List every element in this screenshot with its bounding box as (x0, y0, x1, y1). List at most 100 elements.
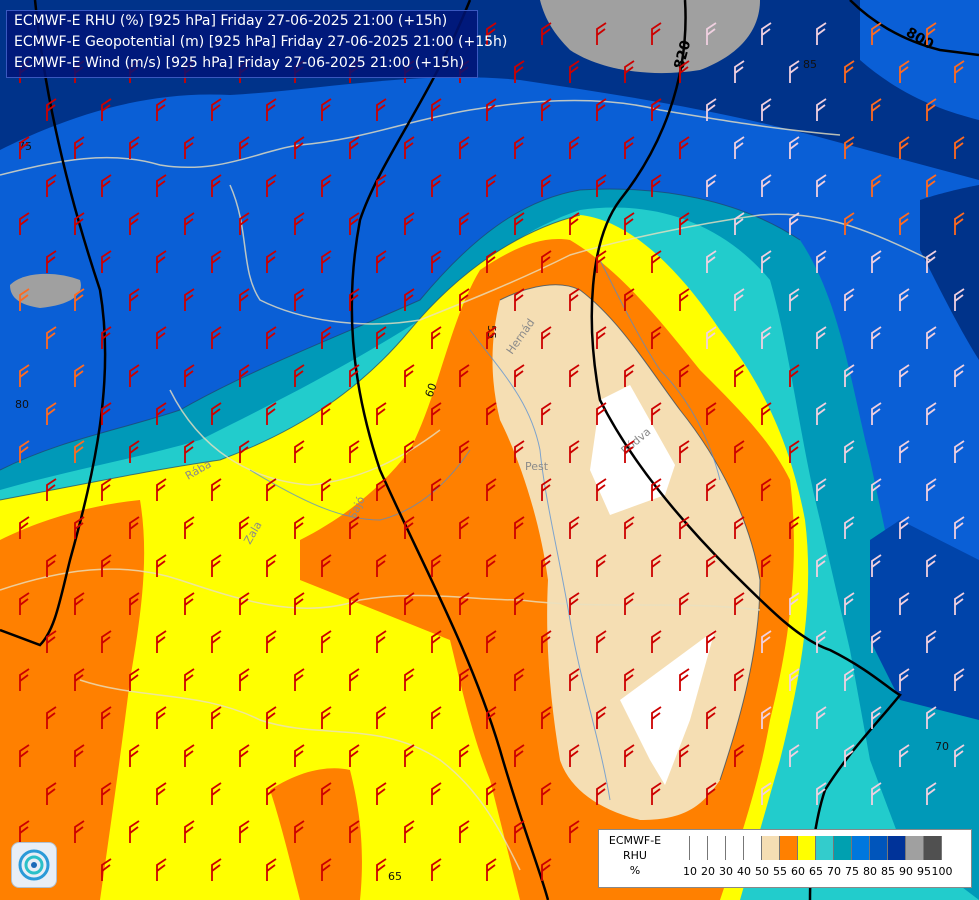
wind-barb (129, 288, 140, 311)
wind-barb (734, 136, 745, 159)
wind-barb (541, 98, 552, 121)
wind-barb (734, 440, 745, 463)
legend-swatch (870, 836, 888, 860)
wind-barb (321, 554, 332, 577)
wind-barb (376, 326, 387, 349)
wind-barb (74, 288, 85, 311)
wind-barb (239, 592, 250, 615)
wind-barb (74, 516, 85, 539)
wind-barb (431, 174, 442, 197)
wind-barb (514, 212, 525, 235)
wind-barb (624, 364, 635, 387)
wind-barb (19, 212, 30, 235)
wind-barb (541, 174, 552, 197)
wind-barb (679, 364, 690, 387)
wind-barb (596, 326, 607, 349)
wind-barb (706, 402, 717, 425)
wind-barb (651, 326, 662, 349)
legend-tick-label: 85 (881, 865, 895, 878)
wind-barb (156, 706, 167, 729)
wind-barb (101, 858, 112, 881)
wind-barb (129, 516, 140, 539)
wind-barb (761, 782, 772, 805)
wind-barb (789, 212, 800, 235)
wind-barb (734, 60, 745, 83)
wind-barb (486, 782, 497, 805)
wind-barb (734, 668, 745, 691)
wind-barb (294, 820, 305, 843)
wind-barb (596, 630, 607, 653)
rhu-band-85-southeast (870, 520, 979, 720)
wind-barb (349, 668, 360, 691)
wind-barb (734, 212, 745, 235)
wind-barb (596, 98, 607, 121)
wind-barb (431, 782, 442, 805)
wind-barb (129, 364, 140, 387)
legend-tick-label: 30 (719, 865, 733, 878)
wind-barb (706, 706, 717, 729)
wind-barb (624, 288, 635, 311)
wind-barb (486, 554, 497, 577)
wind-barb (486, 250, 497, 273)
wind-barb (816, 326, 827, 349)
wind-barb (349, 820, 360, 843)
wind-barb (376, 782, 387, 805)
wind-barb (899, 516, 910, 539)
legend-title-line-2: RHU (623, 849, 647, 862)
wind-barb (239, 212, 250, 235)
wind-barb (239, 820, 250, 843)
legend-swatch (690, 836, 708, 860)
wind-barb (404, 744, 415, 767)
wind-barb (321, 478, 332, 501)
wind-barb (871, 630, 882, 653)
wind-barb (184, 364, 195, 387)
wind-barb (404, 364, 415, 387)
wind-barb (624, 668, 635, 691)
legend-title-line-1: ECMWF-E (608, 834, 662, 847)
wind-barb (816, 22, 827, 45)
wind-barb (239, 668, 250, 691)
wind-barb (211, 174, 222, 197)
wind-barb (239, 136, 250, 159)
wind-barb (569, 516, 580, 539)
wind-barb (129, 820, 140, 843)
wind-barb (706, 250, 717, 273)
wind-barb (789, 440, 800, 463)
wind-barb (706, 174, 717, 197)
legend-swatch (888, 836, 906, 860)
wind-barb (321, 782, 332, 805)
wind-barb (651, 174, 662, 197)
wind-barb (129, 744, 140, 767)
wind-barb (101, 478, 112, 501)
legend-tick-label: 10 (683, 865, 697, 878)
wind-barb (431, 630, 442, 653)
wind-barb (101, 706, 112, 729)
wind-barb (404, 136, 415, 159)
wind-barb (156, 782, 167, 805)
wind-barb (569, 744, 580, 767)
contour-label-85: 85 (803, 58, 817, 71)
wind-barb (321, 326, 332, 349)
wind-barb (431, 706, 442, 729)
wind-barb (789, 516, 800, 539)
wind-barb (679, 592, 690, 615)
wind-barb (404, 592, 415, 615)
wind-barb (899, 288, 910, 311)
rhu-band-50-south (620, 630, 715, 785)
wind-barb (679, 288, 690, 311)
wind-barb (679, 744, 690, 767)
wind-barb (871, 250, 882, 273)
wind-barb (899, 212, 910, 235)
wind-barb (761, 554, 772, 577)
wind-barb (706, 554, 717, 577)
wind-barb (184, 212, 195, 235)
wind-barb (541, 250, 552, 273)
wind-barb (596, 478, 607, 501)
wind-barb (844, 288, 855, 311)
wind-barb (541, 22, 552, 45)
wind-barb (761, 250, 772, 273)
wind-barb (706, 326, 717, 349)
wind-barb (184, 440, 195, 463)
wind-barb (761, 326, 772, 349)
legend-tick-label: 50 (755, 865, 769, 878)
